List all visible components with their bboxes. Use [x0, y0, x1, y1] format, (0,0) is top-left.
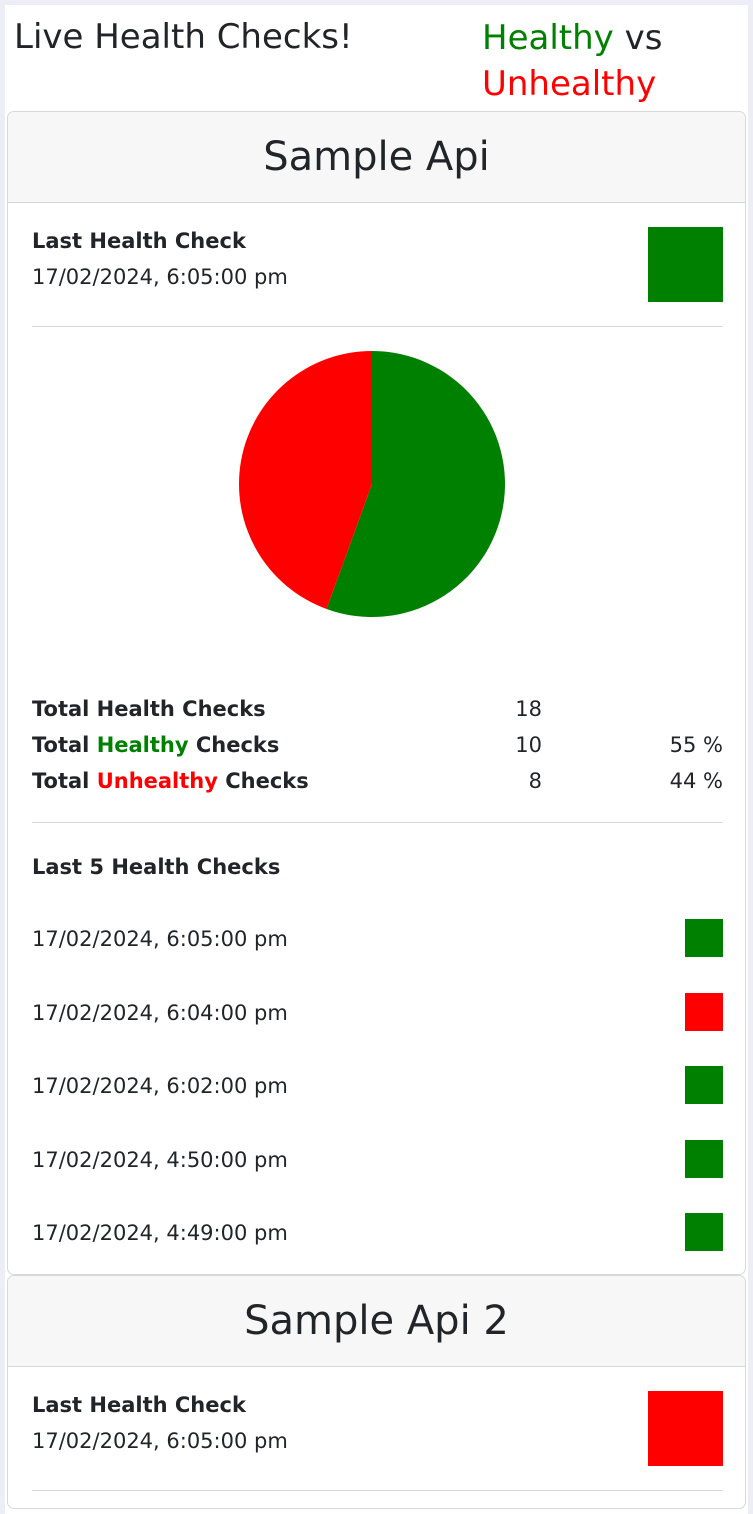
- service-card-sample-api-2: Sample Api 2 Last Health Check 17/02/202…: [7, 1275, 746, 1509]
- history-status-indicator: [685, 1140, 723, 1178]
- stat-total-label: Total Health Checks: [32, 697, 266, 721]
- stat-unhealthy-suffix: Checks: [217, 769, 309, 793]
- stat-healthy-word: Healthy: [96, 733, 189, 757]
- stat-unhealthy: Total Unhealthy Checks 8 44 %: [32, 763, 723, 799]
- history-status-indicator: [685, 1213, 723, 1251]
- history-time: 17/02/2024, 4:50:00 pm: [32, 1148, 288, 1172]
- page: Live Health Checks! Healthy vs Unhealthy…: [5, 5, 748, 1514]
- history-status-indicator: [685, 1066, 723, 1104]
- legend-vs: vs: [624, 18, 663, 58]
- history-time: 17/02/2024, 4:49:00 pm: [32, 1221, 288, 1245]
- pie-slice-healthy: [326, 351, 505, 617]
- divider: [32, 822, 723, 823]
- card-title: Sample Api 2: [8, 1276, 745, 1367]
- history-title: Last 5 Health Checks: [32, 855, 281, 879]
- stat-healthy-percent: 55 %: [669, 733, 723, 757]
- last-check-status-indicator: [648, 1391, 723, 1466]
- stat-healthy-prefix: Total: [32, 733, 97, 757]
- stat-unhealthy-word: Unhealthy: [96, 769, 218, 793]
- service-card-sample-api: Sample Api Last Health Check 17/02/2024,…: [7, 111, 746, 1275]
- history-time: 17/02/2024, 6:05:00 pm: [32, 927, 288, 951]
- last-health-check: Last Health Check 17/02/2024, 6:05:00 pm: [32, 1387, 723, 1459]
- stat-unhealthy-count: 8: [528, 769, 542, 793]
- last-check-time: 17/02/2024, 6:05:00 pm: [32, 265, 288, 289]
- pie-slice-unhealthy: [238, 351, 372, 609]
- history-status-indicator: [685, 993, 723, 1031]
- health-pie-chart: [238, 351, 505, 617]
- last-check-label: Last Health Check: [32, 229, 246, 253]
- last-check-time: 17/02/2024, 6:05:00 pm: [32, 1429, 288, 1453]
- last-check-label: Last Health Check: [32, 1393, 246, 1417]
- history-time: 17/02/2024, 6:04:00 pm: [32, 1001, 288, 1025]
- history-item: 17/02/2024, 6:04:00 pm: [32, 993, 723, 1031]
- divider: [32, 326, 723, 327]
- history-item: 17/02/2024, 6:05:00 pm: [32, 919, 723, 957]
- stat-total: Total Health Checks 18: [32, 691, 723, 727]
- page-title: Live Health Checks!: [14, 17, 353, 57]
- stat-unhealthy-prefix: Total: [32, 769, 97, 793]
- history-time: 17/02/2024, 6:02:00 pm: [32, 1074, 288, 1098]
- stat-unhealthy-label: Total Unhealthy Checks: [32, 763, 309, 799]
- stat-unhealthy-percent: 44 %: [669, 769, 723, 793]
- last-health-check: Last Health Check 17/02/2024, 6:05:00 pm: [32, 223, 723, 295]
- divider: [32, 1490, 723, 1491]
- stat-healthy: Total Healthy Checks 10 55 %: [32, 727, 723, 763]
- stat-total-count: 18: [515, 697, 542, 721]
- history-item: 17/02/2024, 6:02:00 pm: [32, 1066, 723, 1104]
- stat-healthy-label: Total Healthy Checks: [32, 727, 279, 763]
- stat-healthy-count: 10: [515, 733, 542, 757]
- card-title: Sample Api: [8, 112, 745, 203]
- history-item: 17/02/2024, 4:50:00 pm: [32, 1140, 723, 1178]
- history-status-indicator: [685, 919, 723, 957]
- last-check-status-indicator: [648, 227, 723, 302]
- history-item: 17/02/2024, 4:49:00 pm: [32, 1213, 723, 1251]
- legend-unhealthy: Unhealthy: [482, 64, 657, 104]
- stat-healthy-suffix: Checks: [188, 733, 280, 757]
- status-legend: Healthy vs Unhealthy: [482, 15, 712, 107]
- legend-healthy: Healthy: [482, 18, 614, 58]
